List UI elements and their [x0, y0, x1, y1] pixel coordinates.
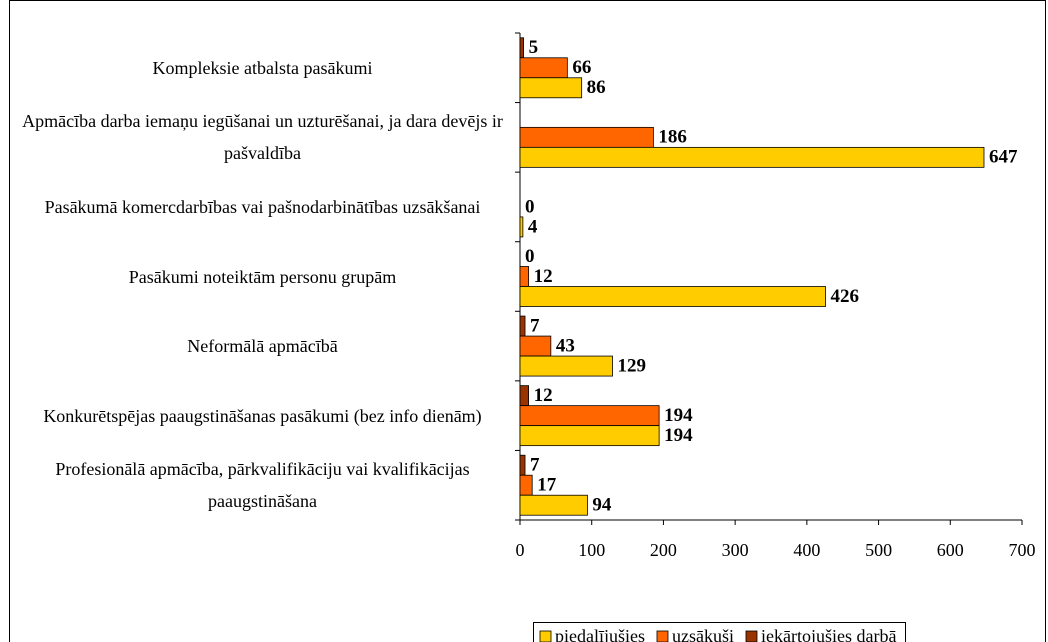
bar [519, 494, 588, 516]
value-label: 129 [618, 355, 647, 376]
legend-swatch [656, 630, 669, 642]
legend-label: uzsākuši [672, 626, 734, 642]
legend-box [533, 622, 906, 642]
value-label: 7 [530, 455, 540, 476]
x-tick-label: 100 [578, 540, 605, 560]
value-label: 186 [658, 127, 687, 148]
bar [519, 37, 524, 59]
bar [519, 405, 660, 427]
value-label: 12 [534, 266, 553, 287]
bar [519, 315, 526, 337]
value-label: 647 [989, 147, 1018, 168]
bar [519, 286, 826, 307]
bar [519, 77, 583, 99]
x-tick-label: 700 [1009, 540, 1036, 560]
bar [519, 355, 613, 377]
value-label: 5 [529, 37, 539, 58]
bar [519, 385, 530, 407]
bar [519, 474, 533, 496]
value-label: 43 [556, 335, 575, 356]
value-label: 194 [664, 405, 693, 426]
y-tick-label: Profesionālā apmācība, pārkvalifikāciju … [55, 459, 470, 512]
legend-label: piedalījušies [555, 626, 645, 642]
chart-frame [9, 0, 1046, 642]
bar [519, 454, 526, 476]
bar [519, 57, 568, 79]
value-label: 12 [534, 385, 553, 406]
bar [519, 266, 530, 287]
bar [519, 425, 660, 447]
y-tick-label: Apmācība darba iemaņu iegūšanai un uztur… [22, 111, 503, 164]
value-label: 94 [592, 495, 612, 516]
x-tick-label: 200 [650, 540, 677, 560]
y-tick-label: Neformālā apmācībā [187, 336, 338, 357]
x-tick-label: 600 [937, 540, 964, 560]
legend-swatch [539, 630, 552, 642]
value-label: 0 [525, 196, 535, 217]
x-tick-label: 400 [793, 540, 820, 560]
value-label: 0 [525, 246, 535, 267]
y-tick-label: Pasākumā komercdarbības vai pašnodarbinā… [44, 196, 481, 217]
legend-swatch [745, 630, 758, 642]
value-label: 4 [528, 216, 538, 237]
y-tick-label: Kompleksie atbalsta pasākumi [152, 57, 373, 78]
bar [519, 216, 524, 238]
bar [519, 335, 552, 357]
y-tick-label: Konkurētspējas paaugstināšanas pasākumi … [43, 405, 482, 426]
x-tick-label: 500 [865, 540, 892, 560]
value-label: 426 [831, 286, 860, 307]
value-label: 194 [664, 425, 693, 446]
legend-label: iekārtojušies darbā [761, 626, 896, 642]
y-tick-label: Pasākumi noteiktām personu grupām [128, 266, 397, 287]
bar [519, 126, 654, 148]
value-label: 17 [537, 475, 557, 496]
x-tick-label: 300 [722, 540, 749, 560]
bar [519, 146, 985, 168]
value-label: 86 [587, 77, 606, 98]
value-label: 7 [530, 315, 540, 336]
value-label: 66 [572, 57, 591, 78]
x-tick-label: 0 [516, 540, 525, 560]
